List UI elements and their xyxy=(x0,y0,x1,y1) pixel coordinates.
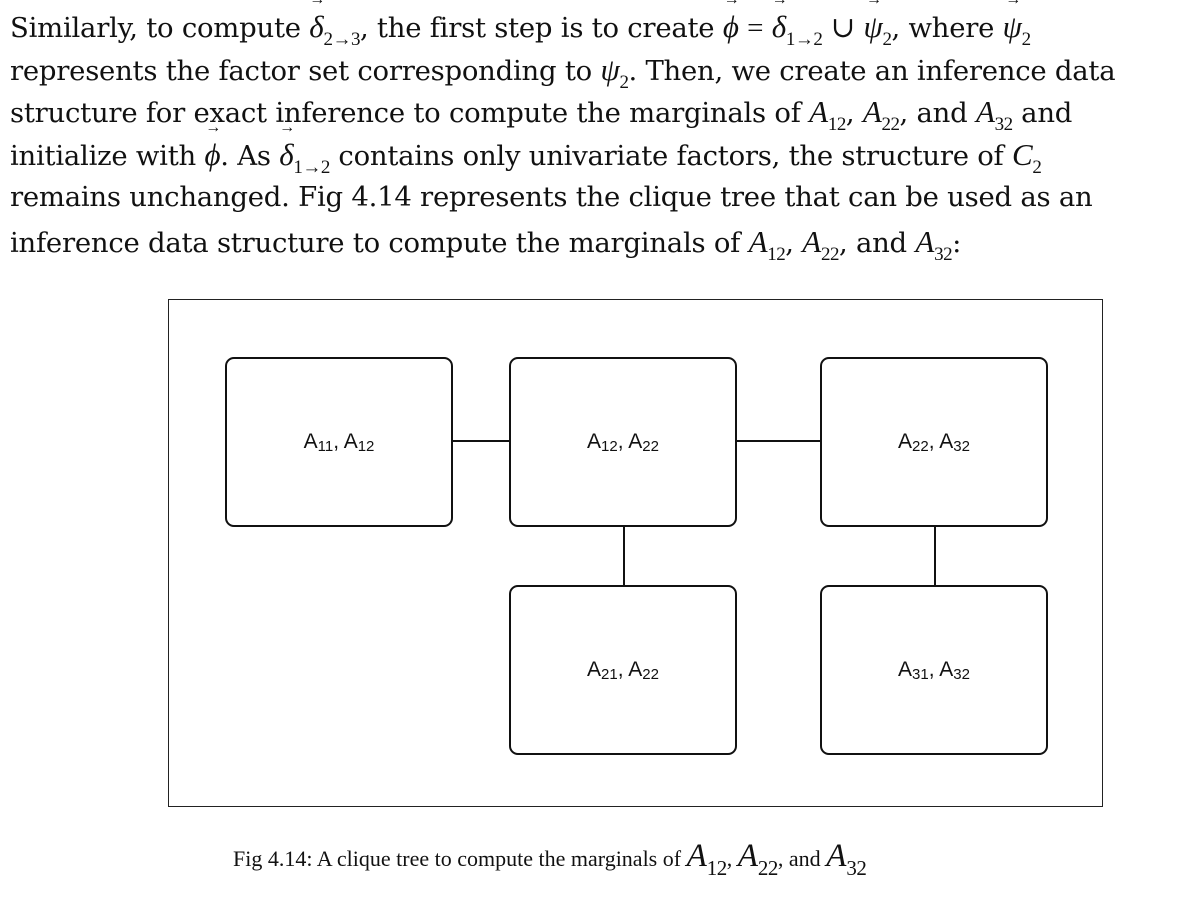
node-subscript: 31 xyxy=(912,665,929,683)
text-segment: , and xyxy=(777,846,821,871)
text-segment: contains only univariate factors, the st… xyxy=(338,139,1004,172)
subscript: 22 xyxy=(757,856,779,880)
subscript: 22 xyxy=(820,243,840,265)
variable-symbol: A xyxy=(809,94,828,129)
node-subscript: 32 xyxy=(953,665,970,683)
subscript: 1→2 xyxy=(785,29,823,50)
variable-symbol: A xyxy=(975,94,995,129)
tree-edge xyxy=(735,440,821,442)
text-segment: , xyxy=(726,846,733,871)
node-var: A xyxy=(303,429,318,453)
clique-symbol: C xyxy=(1011,136,1033,172)
caption-text: Fig 4.14: A clique tree to compute the m… xyxy=(233,846,682,871)
paragraph-line-5: remains unchanged. Fig 4.14 represents t… xyxy=(10,176,1195,219)
subscript: 22 xyxy=(881,114,901,135)
text-segment: inference data structure to compute the … xyxy=(10,226,741,259)
node-separator: , xyxy=(928,429,940,453)
clique-node-a22-a32: A22, A32 xyxy=(820,357,1048,527)
node-subscript: 22 xyxy=(642,665,659,683)
node-var: A xyxy=(628,657,643,681)
figure-caption: Fig 4.14: A clique tree to compute the m… xyxy=(233,838,867,881)
tree-edge xyxy=(623,526,625,586)
text-segment: , and xyxy=(899,97,968,129)
text-segment: represents the factor set corresponding … xyxy=(10,54,592,87)
variable-symbol: A xyxy=(748,223,768,259)
subscript: 2 xyxy=(882,29,892,50)
node-subscript: 12 xyxy=(601,437,618,455)
node-var: A xyxy=(587,429,602,453)
equals-symbol: = xyxy=(747,12,764,44)
variable-symbol: A xyxy=(737,838,758,874)
subscript: 12 xyxy=(767,243,786,265)
node-subscript: 12 xyxy=(357,437,375,455)
clique-node-a12-a22: A12, A22 xyxy=(509,357,737,527)
variable-symbol: A xyxy=(686,838,707,874)
text-segment: : xyxy=(952,226,962,259)
node-subscript: 22 xyxy=(912,437,929,455)
subscript: 32 xyxy=(994,114,1014,135)
node-var: A xyxy=(628,429,643,453)
node-subscript: 21 xyxy=(601,665,618,683)
subscript: 32 xyxy=(846,856,867,880)
delta-symbol: δ xyxy=(772,6,786,49)
text-segment: . As xyxy=(220,139,271,172)
psi-vector-symbol: ψ xyxy=(1003,6,1022,49)
node-var: A xyxy=(587,657,602,681)
subscript: 1→2 xyxy=(293,156,330,178)
subscript: 2 xyxy=(1032,156,1042,178)
text-segment: , xyxy=(785,226,794,259)
clique-node-a31-a32: A31, A32 xyxy=(820,585,1048,755)
clique-node-a21-a22: A21, A22 xyxy=(509,585,737,755)
text-segment: , and xyxy=(838,226,907,259)
subscript: 12 xyxy=(827,114,847,135)
tree-edge xyxy=(452,440,510,442)
text-segment: and xyxy=(1021,97,1073,129)
variable-symbol: A xyxy=(862,94,882,129)
node-var: A xyxy=(939,657,954,681)
node-var: A xyxy=(898,429,913,453)
variable-symbol: A xyxy=(915,223,935,259)
text-segment: remains unchanged. Fig 4.14 represents t… xyxy=(10,181,1093,213)
node-separator: , xyxy=(617,429,629,453)
phi-vector-symbol: ϕ xyxy=(723,6,739,49)
node-subscript: 11 xyxy=(317,437,334,455)
delta-symbol: δ xyxy=(309,6,323,49)
text-segment: , where xyxy=(891,12,995,44)
paragraph-line-4: initialize with ϕ. As δ1→2 contains only… xyxy=(10,134,1195,178)
node-separator: , xyxy=(333,429,344,453)
union-symbol: ∪ xyxy=(830,12,855,44)
text-segment: , xyxy=(845,97,855,129)
figure-frame: A11, A12 A12, A22 A22, A32 A21, A22 A31,… xyxy=(168,299,1103,807)
paragraph-line-2: represents the factor set corresponding … xyxy=(10,49,1195,93)
psi-symbol: ψ xyxy=(600,51,620,87)
node-separator: , xyxy=(928,657,940,681)
body-paragraph: Similarly, to compute δ2→3, the first st… xyxy=(10,6,1195,265)
clique-node-a11-a12: A11, A12 xyxy=(225,357,453,527)
variable-symbol: A xyxy=(802,223,821,259)
text-segment: initialize with xyxy=(10,139,196,172)
subscript: 2 xyxy=(619,71,629,93)
text-segment: , the first step is to create xyxy=(359,12,715,44)
variable-symbol: A xyxy=(826,838,847,874)
text-segment: structure for exact inference to compute… xyxy=(10,97,801,129)
node-var: A xyxy=(343,429,358,453)
node-separator: , xyxy=(617,657,629,681)
paragraph-line-1: Similarly, to compute δ2→3, the first st… xyxy=(10,6,1195,50)
paragraph-line-3: structure for exact inference to compute… xyxy=(10,91,1195,135)
subscript: 2 xyxy=(1021,29,1032,50)
tree-edge xyxy=(934,526,936,586)
node-subscript: 32 xyxy=(953,437,970,455)
subscript: 2→3 xyxy=(323,29,360,50)
subscript: 12 xyxy=(706,856,728,880)
delta-symbol: δ xyxy=(279,134,293,177)
phi-vector-symbol: ϕ xyxy=(204,134,220,177)
node-var: A xyxy=(939,429,954,453)
text-segment: . Then, we create an inference data xyxy=(628,54,1116,87)
subscript: 32 xyxy=(934,243,953,265)
psi-vector-symbol: ψ xyxy=(863,6,882,49)
node-subscript: 22 xyxy=(642,437,659,455)
paragraph-line-6: inference data structure to compute the … xyxy=(10,221,1195,265)
text-segment: Similarly, to compute xyxy=(10,12,301,44)
node-var: A xyxy=(898,657,913,681)
